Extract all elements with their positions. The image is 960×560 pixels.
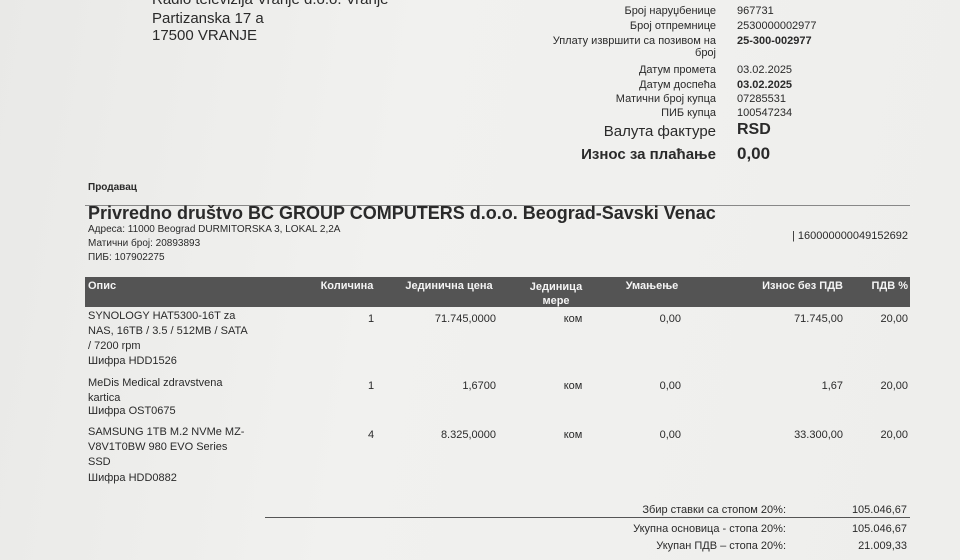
buyer-name: Radio televizija Vranje d.o.o. Vranje: [152, 0, 389, 8]
header-cell: Количина: [320, 280, 374, 292]
item-code: Шифра HDD0882: [88, 472, 177, 484]
item-discount: 0,00: [659, 313, 681, 325]
item-unit-price: 1,6700: [462, 380, 496, 392]
detail-label: Датум промета: [638, 64, 716, 76]
total-value: 105.046,67: [851, 504, 907, 516]
buyer-city: 17500 VRANJE: [152, 27, 258, 44]
detail-label: Матични број купца: [615, 93, 716, 105]
seller-name: Privredno društvo BC GROUP COMPUTERS d.o…: [88, 203, 716, 223]
item-description: MeDis Medical zdravstvena kartica: [88, 377, 223, 404]
detail-label: Уплату извршити са позивом на број: [552, 35, 716, 59]
item-unit: ком: [563, 380, 583, 392]
totals-divider: [265, 517, 910, 518]
detail-value: 07285531: [737, 93, 786, 105]
item-unit: ком: [563, 429, 583, 441]
detail-value: 967731: [737, 5, 774, 17]
detail-label: Датум доспећа: [639, 79, 716, 91]
header-cell: Опис: [88, 280, 117, 292]
total-label: Збир ставки са стопом 20%:: [642, 504, 786, 516]
header-cell: Јединица мере: [529, 281, 583, 307]
seller-registration: Матични број: 20893893: [88, 238, 201, 249]
item-quantity: 1: [368, 380, 375, 392]
item-description: SYNOLOGY HAT5300-16T za NAS, 16TB / 3.5 …: [88, 310, 248, 352]
item-amount: 1,67: [821, 380, 843, 392]
item-amount: 71.745,00: [794, 313, 843, 325]
table-header: Опис Количина Јединична цена Јединица ме…: [85, 277, 910, 307]
divider: [85, 205, 910, 206]
detail-label: Број отпремнице: [629, 20, 716, 32]
seller-bank-account: | 160000000049152692: [791, 230, 908, 242]
item-amount: 33.300,00: [794, 429, 843, 441]
detail-value: 100547234: [737, 107, 793, 119]
seller-tax-id: ПИБ: 107902275: [88, 252, 165, 263]
detail-value: 0,00: [737, 144, 771, 163]
detail-value: 03.02.2025: [737, 64, 793, 76]
buyer-street: Partizanska 17 a: [152, 10, 264, 27]
detail-value: 03.02.2025: [737, 79, 793, 91]
detail-label: Износ за плаћање: [581, 146, 716, 163]
item-unit-price: 8.325,0000: [440, 429, 496, 441]
header-cell: Јединична цена: [405, 280, 493, 292]
total-label: Укупна основица - стопа 20%:: [633, 523, 786, 535]
total-label: Укупан ПДВ – стопа 20%:: [656, 540, 786, 552]
item-vat-rate: 20,00: [880, 429, 908, 441]
detail-label: Валута фактуре: [603, 123, 716, 140]
detail-value: RSD: [737, 121, 771, 138]
total-value: 105.046,67: [851, 523, 907, 535]
header-cell: Умањење: [625, 280, 679, 292]
detail-label: Број наруџбенице: [624, 5, 716, 17]
detail-value: 2530000002977: [737, 20, 817, 32]
header-cell: Износ без ПДВ: [762, 280, 843, 292]
header-cell: ПДВ %: [871, 280, 908, 292]
item-discount: 0,00: [659, 429, 681, 441]
item-discount: 0,00: [659, 380, 681, 392]
item-code: Шифра OST0675: [88, 405, 176, 417]
item-vat-rate: 20,00: [880, 313, 908, 325]
seller-heading: Продавац: [88, 182, 137, 193]
item-vat-rate: 20,00: [880, 380, 908, 392]
item-quantity: 1: [368, 313, 375, 325]
item-unit: ком: [563, 313, 583, 325]
seller-address: Адреса: 11000 Beograd DURMITORSKA 3, LOK…: [88, 224, 341, 235]
total-value: 21.009,33: [858, 540, 907, 552]
detail-value: 25-300-002977: [737, 35, 812, 47]
item-quantity: 4: [368, 429, 375, 441]
item-code: Шифра HDD1526: [88, 355, 177, 367]
item-description: SAMSUNG 1TB M.2 NVMe MZ-V8V1T0BW 980 EVO…: [88, 426, 245, 468]
detail-label: ПИБ купца: [661, 107, 716, 119]
item-unit-price: 71.745,0000: [434, 313, 496, 325]
